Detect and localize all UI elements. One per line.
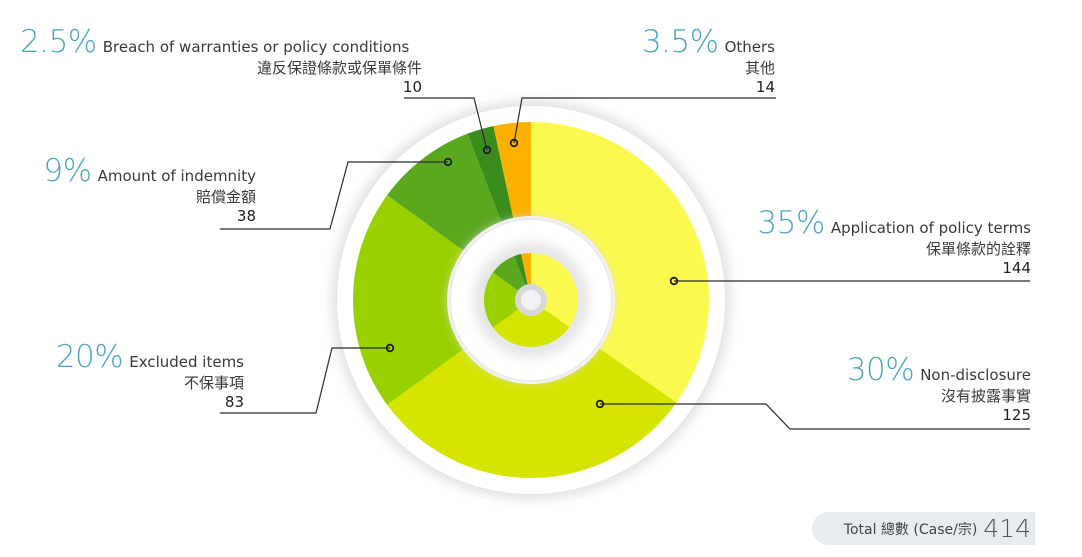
leader-line-breach <box>404 97 488 151</box>
inner-slice-breach <box>514 254 528 286</box>
leader-dot-indemnity <box>443 157 453 167</box>
center-hole <box>521 290 541 310</box>
pct-others: 3.5% <box>641 24 719 60</box>
slice-indemnity <box>387 133 502 251</box>
leader-dot-nondisclosure <box>595 399 605 409</box>
zh-indemnity: 賠償金額 <box>195 188 256 206</box>
slice-breach <box>467 126 514 222</box>
pct-application: 35% <box>757 205 825 241</box>
total-value: 414 <box>983 514 1031 543</box>
count-excluded: 83 <box>224 393 244 411</box>
zh-nondisclosure: 沒有披露事實 <box>940 387 1031 405</box>
en-breach: Breach of warranties or policy condition… <box>102 38 410 56</box>
total-label: Total 總數 (Case/宗) <box>843 521 978 538</box>
count-breach: 10 <box>402 78 422 96</box>
slice-excluded <box>353 195 464 405</box>
inner-slice-nondisclosure <box>493 309 570 347</box>
slice-application <box>531 122 709 403</box>
zh-excluded: 不保事項 <box>183 374 244 392</box>
label-others: 3.5% Others 其他 14 <box>642 27 775 95</box>
en-nondisclosure: Non-disclosure <box>920 366 1031 384</box>
label-application: 35% Application of policy terms 保單條款的詮釋 … <box>757 208 1031 276</box>
zh-others: 其他 <box>744 59 775 77</box>
en-application: Application of policy terms <box>830 219 1031 237</box>
pct-excluded: 20% <box>55 339 124 375</box>
count-application: 144 <box>1002 259 1031 277</box>
zh-application: 保單條款的詮釋 <box>925 240 1031 258</box>
inner-slice-others <box>521 253 531 285</box>
en-others: Others <box>724 38 775 56</box>
en-excluded: Excluded items <box>129 353 244 371</box>
pct-indemnity: 9% <box>43 153 92 189</box>
total-badge: Total 總數 (Case/宗) 414 <box>812 512 1035 545</box>
count-indemnity: 38 <box>236 207 256 225</box>
slice-others <box>493 122 531 218</box>
leader-line-others <box>513 97 776 144</box>
slice-nondisclosure <box>387 348 677 478</box>
leader-line-excluded <box>220 347 390 414</box>
pct-nondisclosure: 30% <box>846 352 915 388</box>
label-breach: 2.5% Breach of warranties or policy cond… <box>20 27 422 95</box>
inner-slice-application <box>531 253 578 328</box>
leader-line-indemnity <box>220 161 448 230</box>
outer-ring <box>353 122 709 478</box>
inner-slice-indemnity <box>493 256 526 291</box>
label-indemnity: 9% Amount of indemnity 賠償金額 38 <box>43 156 256 224</box>
label-excluded: 20% Excluded items 不保事項 83 <box>56 342 244 410</box>
leader-dot-excluded <box>385 343 395 353</box>
leader-line-nondisclosure <box>600 403 1030 430</box>
zh-breach: 違反保證條款或保單條件 <box>256 59 422 77</box>
en-indemnity: Amount of indemnity <box>97 167 256 185</box>
leader-dot-application <box>669 276 679 286</box>
leader-dot-breach <box>482 145 492 155</box>
count-nondisclosure: 125 <box>1002 406 1031 424</box>
leader-lines <box>220 97 1030 430</box>
inner-ring <box>483 253 578 347</box>
pct-breach: 2.5% <box>20 24 97 60</box>
leader-dot-others <box>509 138 519 148</box>
inner-slice-excluded <box>483 272 519 328</box>
count-others: 14 <box>755 78 775 96</box>
label-nondisclosure: 30% Non-disclosure 沒有披露事實 125 <box>847 355 1031 423</box>
